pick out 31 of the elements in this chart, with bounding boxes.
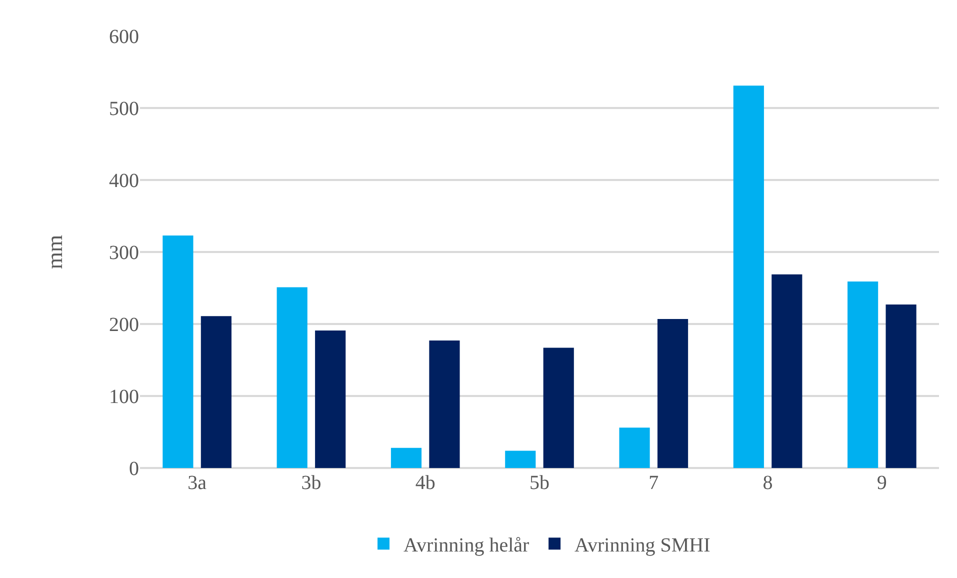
y-tick-label: 200: [109, 314, 139, 336]
bar: [200, 316, 232, 468]
legend-label: Avrinning helår: [404, 534, 530, 556]
bar: [276, 287, 308, 468]
y-tick-label: 0: [129, 458, 139, 480]
x-tick-label: 5b: [530, 472, 550, 494]
bar: [162, 235, 194, 468]
bar: [657, 318, 688, 468]
y-tick-label: 400: [109, 170, 139, 192]
x-tick-label: 3b: [301, 472, 322, 494]
bar: [733, 86, 764, 468]
bar: [390, 448, 422, 468]
y-tick-label: 600: [109, 26, 139, 48]
y-tick-label: 100: [109, 386, 139, 408]
bar: [429, 340, 460, 468]
legend-label: Avrinning SMHI: [574, 534, 710, 556]
x-tick-label: 4b: [415, 472, 436, 494]
y-tick-label: 500: [109, 98, 139, 120]
x-tick-label: 3a: [188, 472, 207, 494]
bar: [619, 428, 650, 468]
bar: [315, 330, 346, 468]
y-tick-label: 300: [109, 242, 139, 264]
bar: [505, 450, 536, 468]
bar: [543, 348, 574, 468]
bar: [772, 274, 802, 468]
y-axis-title: mm: [42, 234, 67, 270]
x-tick-label: 9: [876, 472, 887, 494]
bar: [848, 282, 878, 468]
bar: [886, 304, 916, 468]
x-tick-label: 8: [762, 472, 773, 494]
x-tick-label: 7: [648, 472, 659, 494]
